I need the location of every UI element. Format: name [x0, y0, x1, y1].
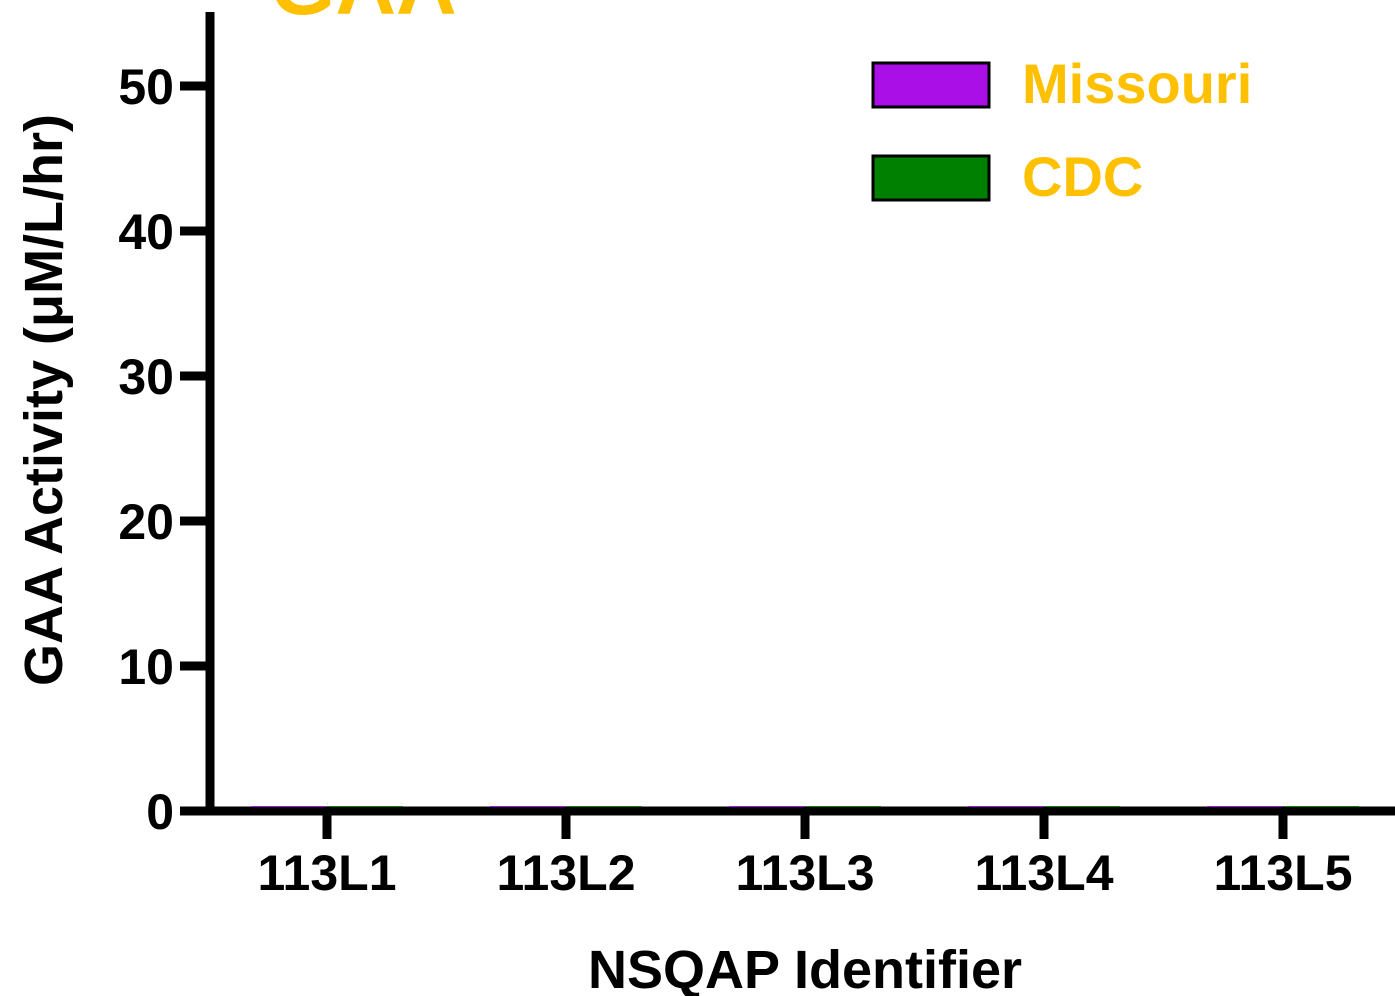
y-tick-label: 50 — [118, 59, 174, 115]
bar-cdc-113l3 — [805, 806, 881, 807]
y-tick-label: 30 — [118, 349, 174, 405]
x-axis-title: NSQAP Identifier — [588, 940, 1022, 996]
y-ticks: 0 10 20 30 40 50 — [118, 59, 210, 840]
bar-missouri-113l3 — [729, 806, 805, 807]
legend-swatch-missouri — [871, 61, 991, 109]
x-tick-label: 113L2 — [496, 845, 635, 901]
y-tick-label: 0 — [146, 784, 174, 840]
bar-missouri-113l4 — [968, 806, 1044, 807]
x-ticks: 113L1 113L2 113L3 113L4 113L5 — [257, 811, 1353, 901]
bar-missouri-113l2 — [490, 806, 566, 807]
x-tick-label: 113L1 — [257, 845, 396, 901]
y-tick-label: 10 — [118, 639, 174, 695]
bars — [251, 806, 1359, 807]
bar-missouri-113l5 — [1207, 806, 1283, 807]
legend-label-cdc: CDC — [1022, 145, 1143, 208]
y-axis-title: GAA Activity (μM/L/hr) — [14, 114, 74, 686]
y-tick-label: 20 — [118, 494, 174, 550]
chart-title: GAA — [270, 0, 457, 32]
bar-cdc-113l2 — [566, 806, 642, 807]
x-tick-label: 113L4 — [974, 845, 1113, 901]
legend-swatch-cdc — [871, 154, 991, 202]
y-tick-label: 40 — [118, 204, 174, 260]
x-tick-label: 113L3 — [735, 845, 874, 901]
bar-missouri-113l1 — [251, 806, 327, 807]
bar-cdc-113l1 — [327, 806, 403, 807]
x-tick-label: 113L5 — [1213, 845, 1352, 901]
bar-cdc-113l5 — [1283, 806, 1359, 807]
legend: Missouri CDC — [871, 52, 1252, 208]
bar-cdc-113l4 — [1044, 806, 1120, 807]
legend-label-missouri: Missouri — [1022, 52, 1252, 115]
